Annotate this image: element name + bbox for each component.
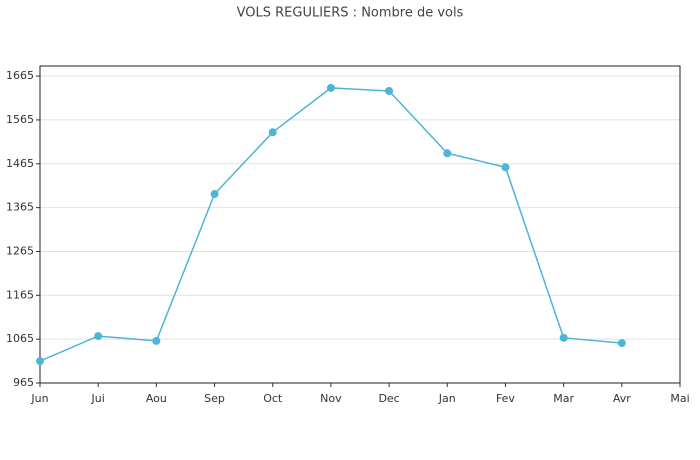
x-tick-label: Mar [553, 392, 574, 405]
data-point [559, 333, 568, 342]
x-tick-label: Avr [613, 392, 631, 405]
chart-title: VOLS REGULIERS : Nombre de vols [237, 6, 464, 21]
data-point [443, 149, 452, 158]
data-point [268, 128, 277, 137]
x-tick-label: Mai [670, 392, 689, 405]
y-tick-label: 1265 [6, 244, 34, 257]
data-point [385, 86, 394, 95]
data-point [617, 339, 626, 348]
x-tick-label: Nov [320, 392, 342, 405]
x-tick-label: Jui [91, 392, 105, 405]
y-tick-label: 1465 [6, 157, 34, 170]
data-point [210, 190, 219, 199]
y-tick-label: 1565 [6, 113, 34, 126]
plot-frame [39, 65, 681, 384]
y-tick-label: 1665 [6, 69, 34, 82]
x-tick-label: Jun [30, 392, 48, 405]
data-point [36, 357, 44, 366]
y-tick-label: 1065 [6, 332, 34, 345]
y-tick-label: 965 [13, 376, 34, 389]
data-point [326, 83, 335, 92]
y-tick-label: 1165 [6, 288, 34, 301]
series-line [39, 87, 622, 362]
x-tick-label: Oct [263, 392, 283, 405]
data-point [152, 336, 161, 345]
y-tick-label: 1365 [6, 201, 34, 214]
x-tick-label: Jan [438, 392, 456, 405]
x-tick-label: Dec [378, 392, 399, 405]
data-point [94, 332, 103, 341]
x-tick-label: Aou [146, 392, 167, 405]
data-point [501, 163, 510, 172]
x-tick-label: Sep [204, 392, 225, 405]
x-tick-label: Fev [496, 392, 515, 405]
